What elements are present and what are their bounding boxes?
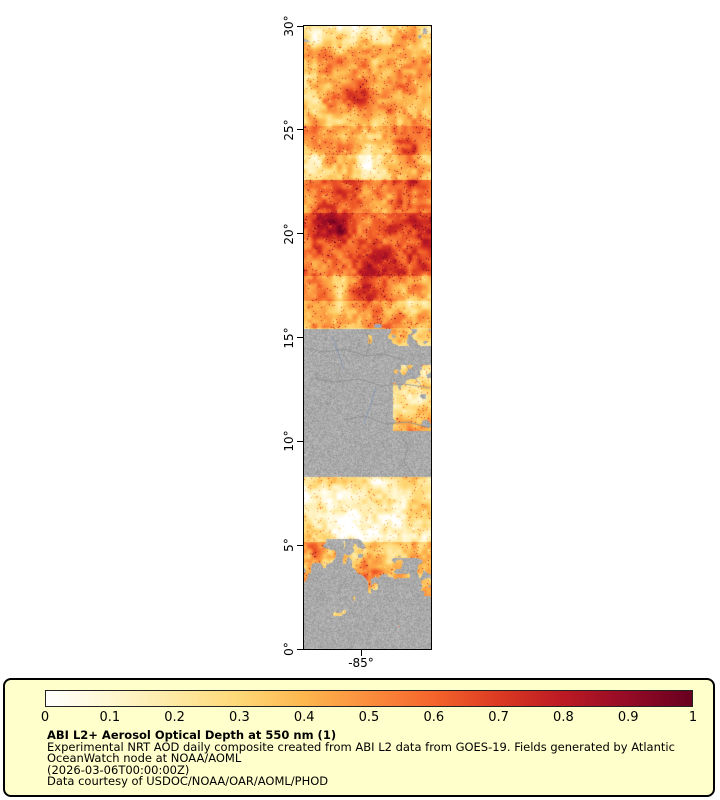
colorbar-tick-label: 0.5	[358, 710, 380, 725]
map-canvas	[304, 26, 431, 649]
colorbar-tick-label: 0.2	[164, 710, 185, 725]
lat-tick-mark	[297, 25, 303, 27]
lat-tick-label: 10°	[282, 430, 296, 452]
lon-tick-label: -85°	[348, 656, 374, 670]
colorbar-tick-label: 0.6	[423, 710, 445, 725]
colorbar-tick-label: 0	[40, 710, 50, 725]
lat-tick-mark	[297, 544, 303, 546]
lat-tick-label: 30°	[282, 15, 296, 37]
lon-tick-mark	[361, 650, 362, 656]
lat-tick-label: 0°	[282, 642, 296, 656]
colorbar-ticks: 0 0.1 0.2 0.3 0.4 0.5 0.6 0.7 0.8 0.9 1	[41, 710, 697, 725]
legend-line-4: Data courtesy of USDOC/NOAA/OAR/AOML/PHO…	[47, 774, 329, 789]
colorbar-tick-label: 0.1	[99, 710, 121, 725]
colorbar-tick-label: 0.9	[617, 710, 639, 725]
lat-tick-label: 20°	[282, 223, 296, 245]
lat-tick-label: 25°	[282, 119, 296, 141]
colorbar-gradient	[45, 690, 693, 707]
colorbar-tick-label: 0.8	[553, 710, 574, 725]
legend-line-3: (2026-03-06T00:00:00Z)	[47, 762, 190, 777]
lat-tick-mark	[297, 648, 303, 650]
legend-line-2: OceanWatch node at NOAA/AOML	[47, 751, 242, 766]
colorbar-tick-label: 1	[688, 710, 698, 725]
lat-tick-label: 15°	[282, 326, 296, 349]
colorbar-tick-label: 0.4	[293, 710, 315, 725]
lat-tick-mark	[297, 233, 303, 235]
lat-tick-mark	[297, 129, 303, 131]
legend-text: ABI L2+ Aerosol Optical Depth at 550 nm …	[47, 728, 703, 789]
legend-panel: 0 0.1 0.2 0.3 0.4 0.5 0.6 0.7 0.8 0.9 1 ABI L2+ Ae…	[3, 678, 715, 797]
legend-title: ABI L2+ Aerosol Optical Depth at 550 nm …	[47, 728, 337, 742]
colorbar-tick-label: 0.7	[488, 710, 509, 725]
lat-tick-mark	[297, 440, 303, 442]
colorbar-tick-label: 0.3	[229, 710, 250, 725]
lat-tick-mark	[297, 337, 303, 338]
lat-tick-label: 5°	[282, 538, 296, 552]
legend-line-1: Experimental NRT AOD daily composite cre…	[47, 739, 675, 754]
map-plot: 30° 25° 20° 15° 10° 5° 0° -85°	[282, 15, 432, 670]
